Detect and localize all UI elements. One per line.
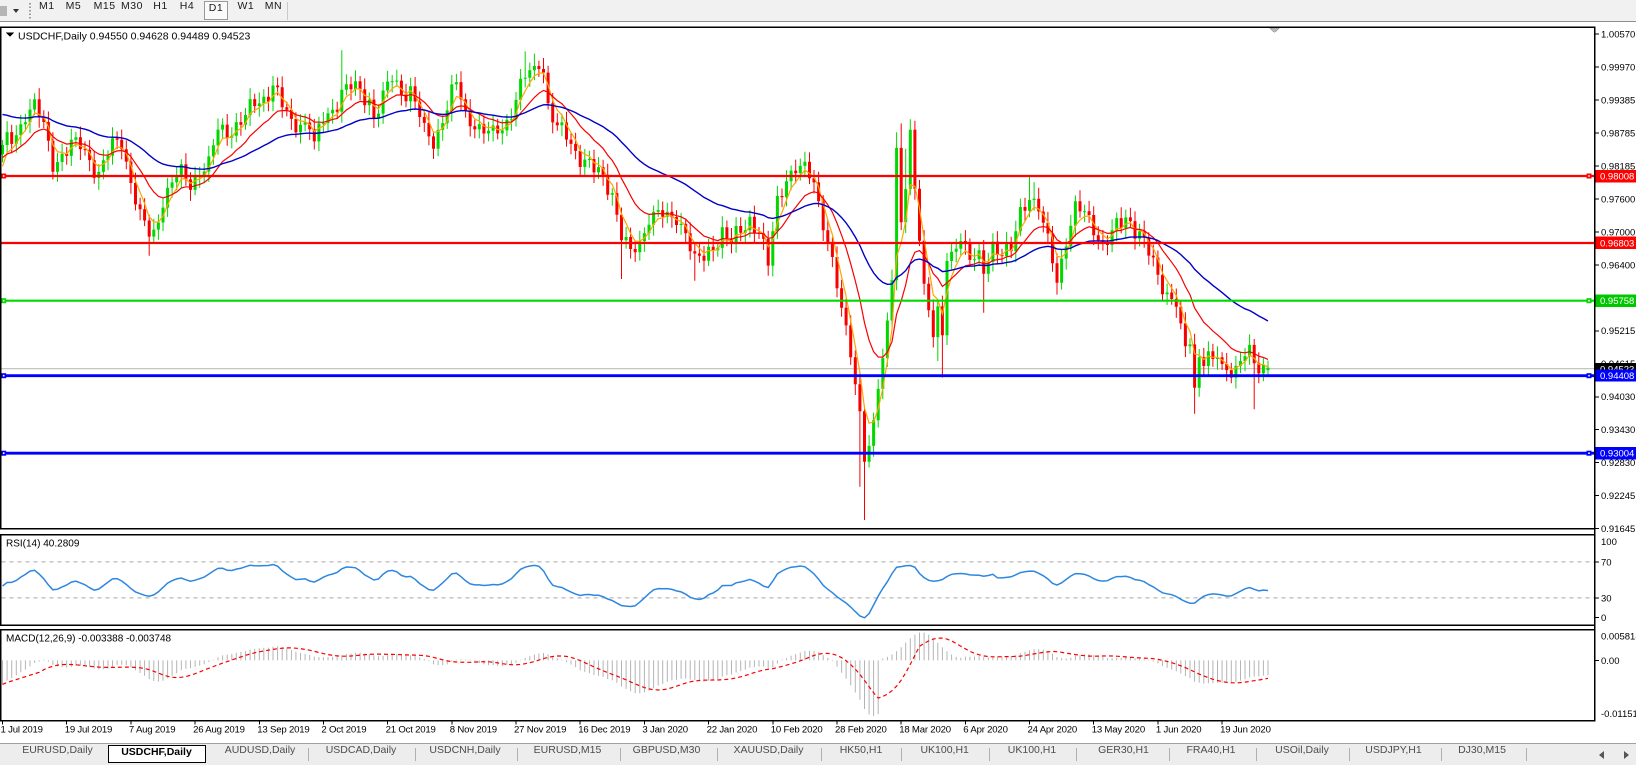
svg-text:19 Jul 2019: 19 Jul 2019 [65, 725, 112, 736]
svg-text:7 Aug 2019: 7 Aug 2019 [129, 725, 176, 736]
svg-text:22 Jan 2020: 22 Jan 2020 [707, 725, 758, 736]
svg-text:USDCHF,Daily 0.94550 0.94628: USDCHF,Daily 0.94550 0.94628 0.94489 0.9… [18, 31, 250, 43]
svg-text:1.00570: 1.00570 [1601, 30, 1635, 41]
svg-text:28 Feb 2020: 28 Feb 2020 [835, 725, 887, 736]
svg-text:1 Jun 2020: 1 Jun 2020 [1156, 725, 1201, 736]
svg-text:0.97600: 0.97600 [1601, 194, 1635, 205]
svg-text:21 Oct 2019: 21 Oct 2019 [386, 725, 436, 736]
svg-text:100: 100 [1601, 537, 1617, 548]
svg-text:0.98785: 0.98785 [1601, 129, 1635, 140]
svg-text:0.95215: 0.95215 [1601, 326, 1635, 337]
svg-text:0.92245: 0.92245 [1601, 491, 1635, 502]
svg-text:0.94030: 0.94030 [1601, 392, 1635, 403]
svg-text:27 Nov 2019: 27 Nov 2019 [514, 725, 566, 736]
svg-text:RSI(14) 40.2809: RSI(14) 40.2809 [6, 539, 80, 550]
svg-text:18 Mar 2020: 18 Mar 2020 [899, 725, 951, 736]
svg-text:0.94408: 0.94408 [1600, 371, 1634, 382]
svg-text:2 Oct 2019: 2 Oct 2019 [321, 725, 366, 736]
svg-text:0.96400: 0.96400 [1601, 260, 1635, 271]
svg-text:0.95758: 0.95758 [1600, 296, 1634, 307]
svg-text:6 Apr 2020: 6 Apr 2020 [963, 725, 1007, 736]
svg-text:3 Jan 2020: 3 Jan 2020 [642, 725, 687, 736]
svg-text:0.99970: 0.99970 [1601, 63, 1635, 74]
svg-text:16 Dec 2019: 16 Dec 2019 [578, 725, 630, 736]
svg-text:0.92830: 0.92830 [1601, 458, 1635, 469]
svg-text:0.93004: 0.93004 [1600, 449, 1634, 460]
svg-text:0.005818: 0.005818 [1601, 631, 1636, 642]
svg-text:0.93430: 0.93430 [1601, 425, 1635, 436]
svg-text:0.98185: 0.98185 [1601, 161, 1635, 172]
svg-text:0.96803: 0.96803 [1600, 238, 1634, 249]
svg-text:8 Nov 2019: 8 Nov 2019 [450, 725, 497, 736]
svg-text:1 Jul 2019: 1 Jul 2019 [1, 725, 43, 736]
svg-text:10 Feb 2020: 10 Feb 2020 [771, 725, 823, 736]
svg-text:13 Sep 2019: 13 Sep 2019 [257, 725, 309, 736]
svg-text:0.98008: 0.98008 [1600, 172, 1634, 183]
svg-text:30: 30 [1601, 593, 1612, 604]
svg-text:0: 0 [1601, 613, 1606, 624]
svg-text:19 Jun 2020: 19 Jun 2020 [1220, 725, 1271, 736]
svg-text:13 May 2020: 13 May 2020 [1092, 725, 1145, 736]
svg-text:0.91645: 0.91645 [1601, 524, 1635, 535]
svg-text:70: 70 [1601, 557, 1612, 568]
svg-text:26 Aug 2019: 26 Aug 2019 [193, 725, 245, 736]
svg-text:24 Apr 2020: 24 Apr 2020 [1028, 725, 1078, 736]
svg-text:MACD(12,26,9) -0.003388 -0.003: MACD(12,26,9) -0.003388 -0.003748 [6, 634, 172, 645]
svg-text:0.00: 0.00 [1601, 656, 1620, 667]
svg-text:0.97000: 0.97000 [1601, 227, 1635, 238]
svg-text:0.99385: 0.99385 [1601, 96, 1635, 107]
svg-text:-0.011514: -0.011514 [1601, 709, 1636, 720]
